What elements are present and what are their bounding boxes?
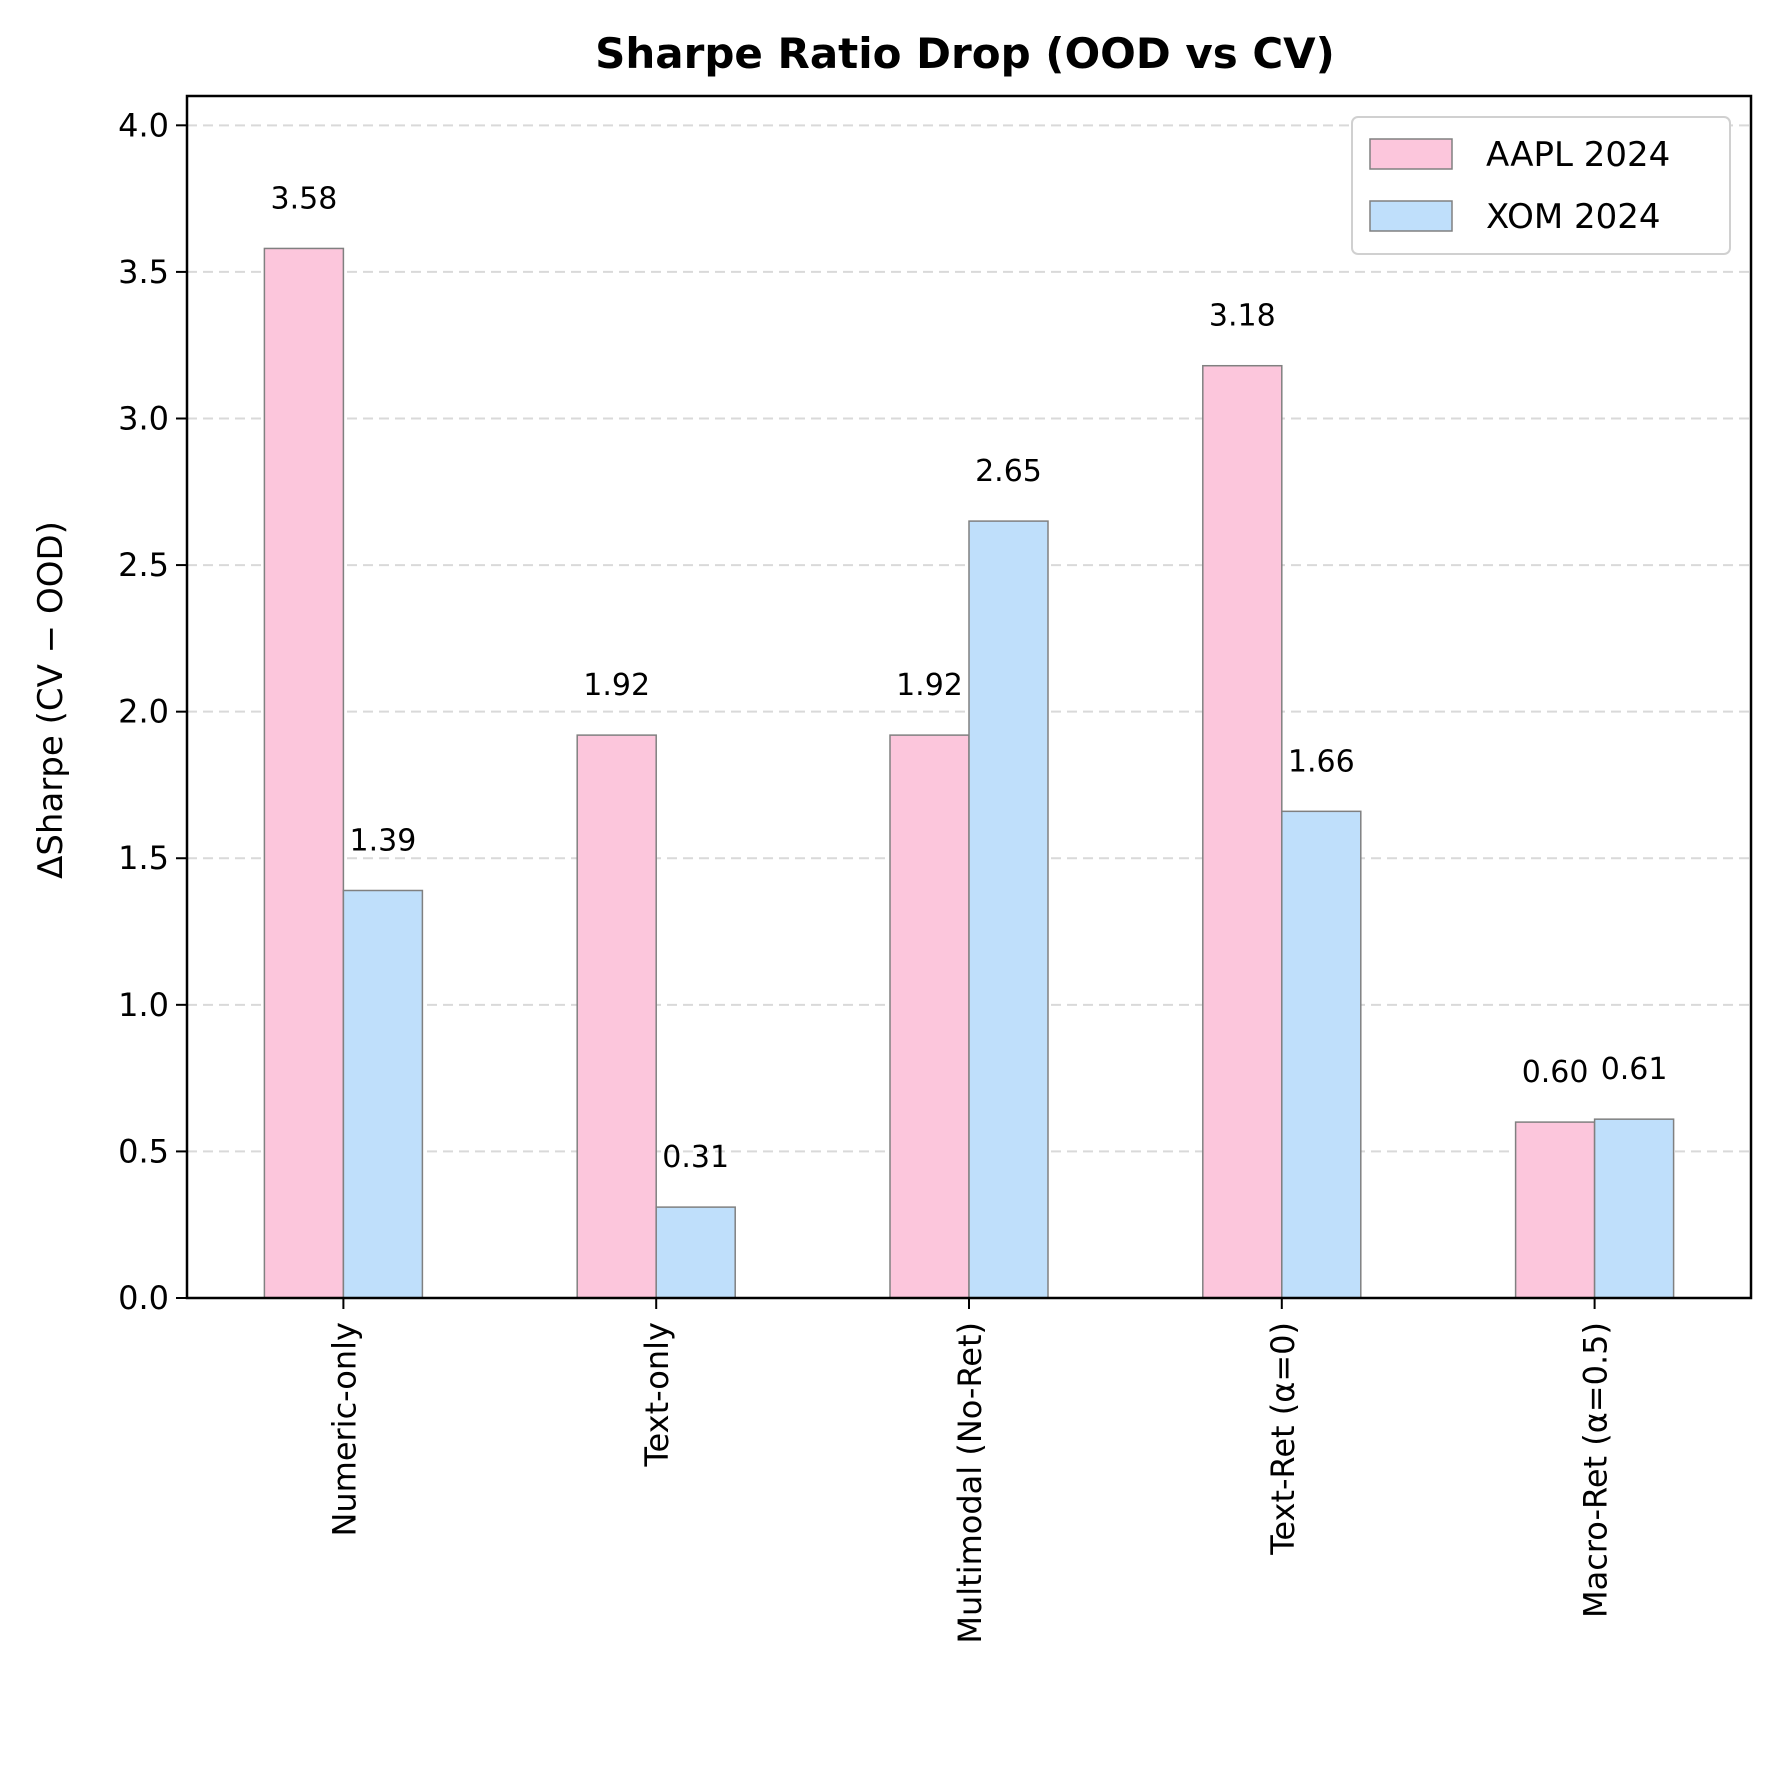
x-tick-label: Numeric-only [325,1322,363,1537]
y-tick-label: 0.0 [118,1279,169,1317]
data-label: 1.92 [583,668,650,703]
data-label: 1.66 [1288,744,1355,779]
data-label: 0.61 [1601,1052,1668,1087]
data-label: 3.58 [271,181,338,216]
bar [889,734,970,1299]
bar [576,734,657,1299]
y-tick-label: 4.0 [118,106,169,144]
legend-label: AAPL 2024 [1486,135,1670,175]
x-tick-label: Text-Ret (α=0) [1264,1322,1302,1556]
plot-frame [185,94,1753,1300]
y-tick-label: 0.5 [118,1132,169,1170]
legend: AAPL 2024 XOM 2024 [1351,116,1731,255]
legend-swatch [1369,200,1453,232]
y-axis-label: ΔSharpe (CV − OOD) [31,521,71,879]
bar [1593,1118,1675,1299]
data-label: 3.18 [1209,299,1276,334]
y-tick-label: 2.0 [118,693,169,731]
chart-title: Sharpe Ratio Drop (OOD vs CV) [595,29,1335,78]
data-labels: 3.58 1.39 1.92 0.31 1.92 2.65 3.18 1.66 0.60 0.61 [271,181,1668,1175]
data-label: 2.65 [975,454,1042,489]
bar [1514,1121,1596,1299]
y-tick-label: 2.5 [118,546,169,584]
y-tick-label: 3.5 [118,253,169,291]
bars [263,247,1675,1299]
y-tick-label: 1.5 [118,839,169,877]
bar [263,247,345,1299]
data-label: 0.60 [1522,1055,1589,1090]
x-tick-label: Multimodal (No-Ret) [951,1322,989,1644]
data-label: 1.39 [350,823,417,858]
y-tick-label: 3.0 [118,399,169,437]
x-tick-label: Text-only [638,1322,676,1468]
data-label: 0.31 [662,1140,729,1175]
legend-label: XOM 2024 [1486,197,1661,237]
bar [1202,364,1283,1299]
y-tick-label: 1.0 [118,986,169,1024]
legend-swatch [1369,138,1453,170]
bar [1281,810,1362,1299]
bar [968,520,1049,1299]
data-label: 1.92 [896,668,963,703]
x-tick-label: Macro-Ret (α=0.5) [1577,1322,1615,1618]
bar [342,889,424,1299]
axes: 0.0 0.5 1.0 1.5 2.0 2.5 3.0 3.5 4.0 Numeric-only T… [118,94,1753,1644]
bar [655,1206,736,1299]
